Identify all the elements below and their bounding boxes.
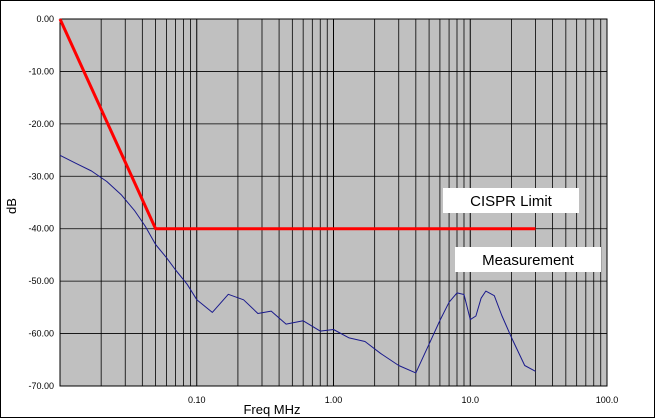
annotation-box bbox=[443, 188, 579, 213]
annotation-label: CISPR Limit bbox=[470, 193, 553, 210]
x-axis-label: Freq MHz bbox=[243, 402, 300, 417]
y-tick-label: -40.00 bbox=[28, 224, 54, 234]
y-axis-label: dB bbox=[4, 198, 19, 214]
y-tick-label: -50.00 bbox=[28, 276, 54, 286]
x-tick-label: 100.0 bbox=[596, 395, 619, 405]
series-line-measurement bbox=[59, 154, 536, 374]
annotation-box bbox=[455, 247, 601, 272]
y-tick-label: 0.00 bbox=[36, 14, 54, 24]
x-tick-label: 1.00 bbox=[325, 395, 343, 405]
y-tick-label: -70.00 bbox=[28, 381, 54, 391]
x-tick-label: 10.0 bbox=[461, 395, 479, 405]
y-tick-label: -10.00 bbox=[28, 66, 54, 76]
annotation-label: Measurement bbox=[482, 252, 575, 269]
y-tick-label: -60.00 bbox=[28, 329, 54, 339]
series-line-cispr-limit bbox=[58, 18, 536, 231]
y-tick-label: -20.00 bbox=[28, 119, 54, 129]
y-tick-label: -30.00 bbox=[28, 171, 54, 181]
x-tick-label: 0.10 bbox=[188, 395, 206, 405]
